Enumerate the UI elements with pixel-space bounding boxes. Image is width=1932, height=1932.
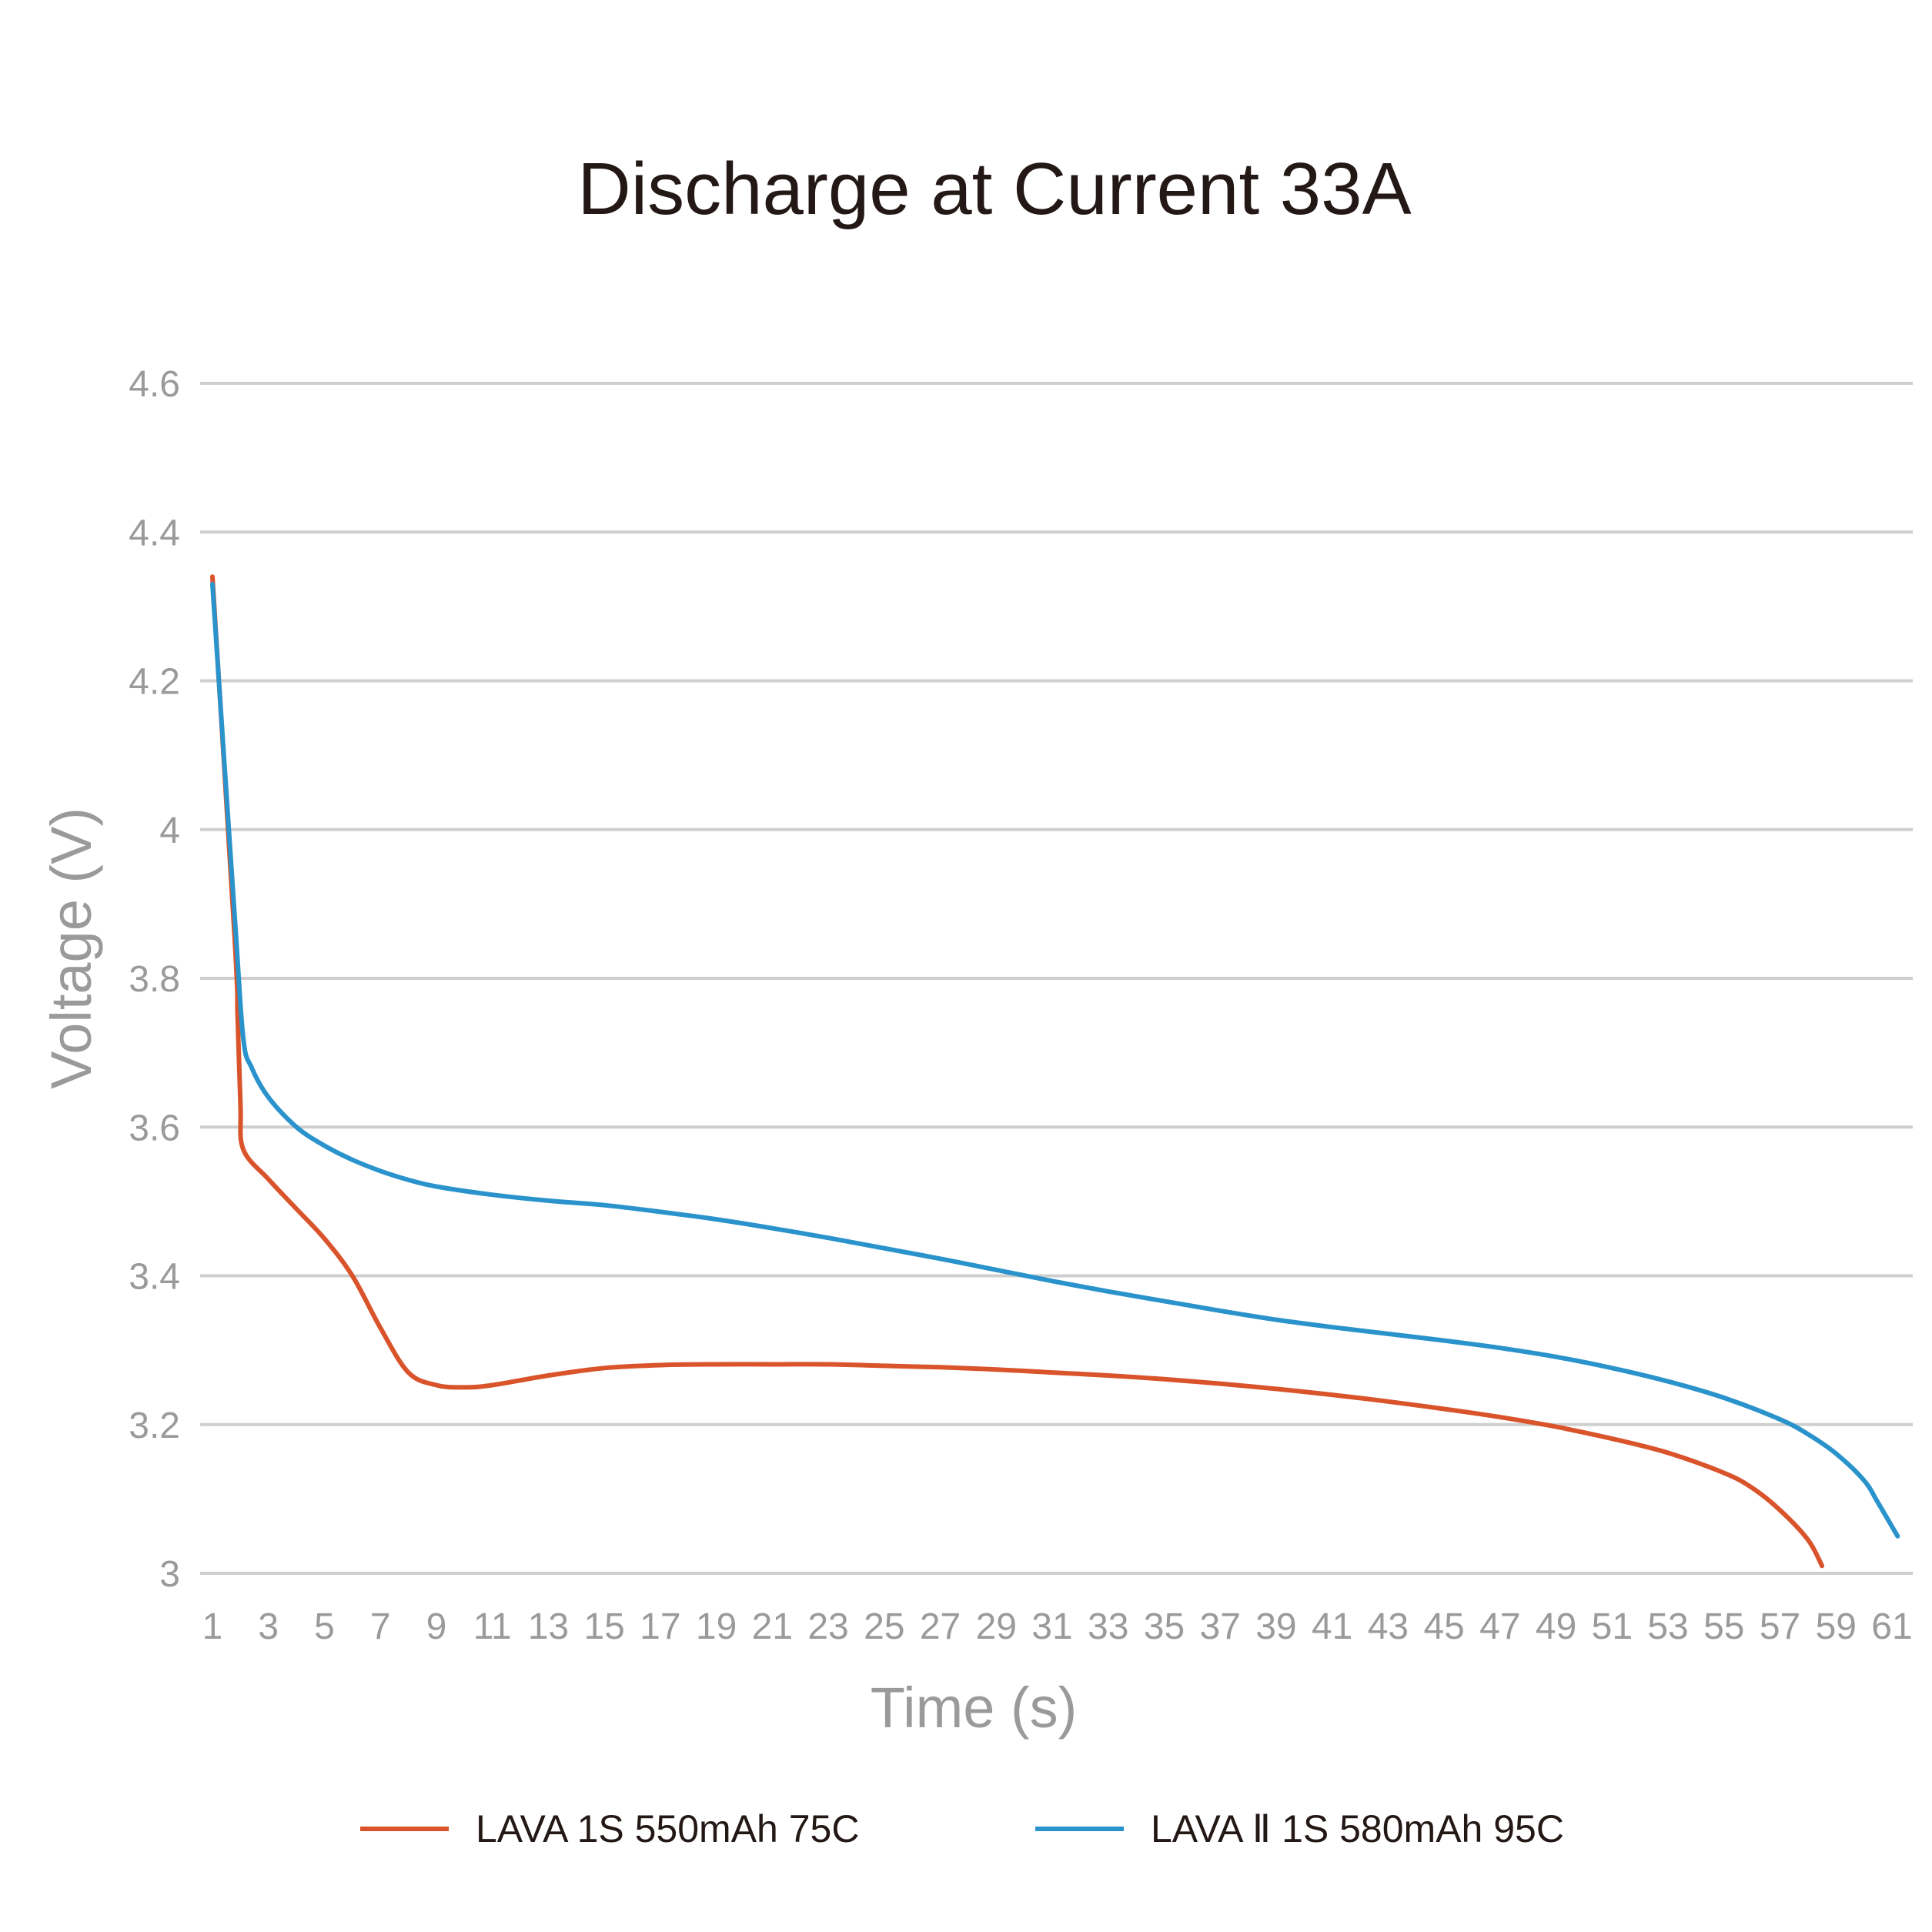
x-tick-label: 23: [807, 1606, 848, 1647]
x-tick-label: 25: [864, 1606, 904, 1647]
x-tick-label: 17: [640, 1606, 680, 1647]
x-tick-label: 9: [426, 1606, 447, 1647]
x-tick-label: 13: [528, 1606, 569, 1647]
x-tick-label: 41: [1312, 1606, 1352, 1647]
y-tick-label: 4.6: [129, 364, 180, 405]
y-axis-label: Voltage (V): [39, 807, 103, 1089]
series-line-2: [210, 581, 1900, 1539]
x-tick-label: 45: [1423, 1606, 1464, 1647]
x-tick-label: 27: [920, 1606, 961, 1647]
x-tick-label: 61: [1871, 1606, 1912, 1647]
y-tick-label: 3.6: [129, 1108, 180, 1148]
y-tick-label: 3: [159, 1554, 180, 1595]
x-tick-label: 15: [583, 1606, 624, 1647]
x-tick-label: 59: [1816, 1606, 1857, 1647]
chart-title: Discharge at Current 33A: [577, 148, 1411, 230]
legend: LAVA 1S 550mAh 75C LAVA Ⅱ 1S 580mAh 95C: [360, 1807, 1564, 1850]
x-tick-label: 33: [1088, 1606, 1128, 1647]
legend-label-series-2: LAVA Ⅱ 1S 580mAh 95C: [1151, 1807, 1564, 1850]
y-tick-label: 4: [159, 811, 180, 851]
x-tick-label: 39: [1255, 1606, 1296, 1647]
x-axis-ticks: 1 3 5 7 9 11 13 15 17 19 21 23 25 27 29 31 33 35 37 39 41 43 4…: [202, 1606, 1913, 1647]
x-tick-label: 43: [1368, 1606, 1409, 1647]
x-tick-label: 37: [1200, 1606, 1241, 1647]
x-tick-label: 57: [1760, 1606, 1800, 1647]
x-tick-label: 53: [1647, 1606, 1688, 1647]
x-tick-label: 35: [1144, 1606, 1185, 1647]
x-tick-label: 51: [1592, 1606, 1633, 1647]
y-tick-label: 3.8: [129, 959, 180, 1000]
y-axis-ticks: 4.6 4.4 4.2 4 3.8 3.6 3.4 3.2 3: [129, 364, 180, 1595]
series-lines: [210, 574, 1900, 1569]
x-tick-label: 49: [1536, 1606, 1576, 1647]
x-tick-label: 1: [202, 1606, 223, 1647]
x-tick-label: 47: [1479, 1606, 1520, 1647]
y-tick-label: 4.4: [129, 513, 180, 553]
x-tick-label: 3: [258, 1606, 279, 1647]
x-tick-label: 55: [1703, 1606, 1744, 1647]
x-tick-label: 5: [314, 1606, 335, 1647]
x-tick-label: 21: [752, 1606, 793, 1647]
y-tick-label: 3.2: [129, 1406, 180, 1446]
grid-lines: [200, 382, 1913, 1575]
x-tick-label: 11: [473, 1606, 512, 1647]
x-tick-label: 7: [370, 1606, 391, 1647]
y-tick-label: 3.4: [129, 1257, 180, 1298]
x-tick-label: 29: [976, 1606, 1017, 1647]
x-tick-label: 31: [1031, 1606, 1072, 1647]
x-axis-label: Time (s): [871, 1676, 1078, 1740]
x-tick-label: 19: [696, 1606, 737, 1647]
series-line-1: [210, 574, 1825, 1569]
y-tick-label: 4.2: [129, 662, 180, 703]
legend-label-series-1: LAVA 1S 550mAh 75C: [476, 1807, 859, 1850]
